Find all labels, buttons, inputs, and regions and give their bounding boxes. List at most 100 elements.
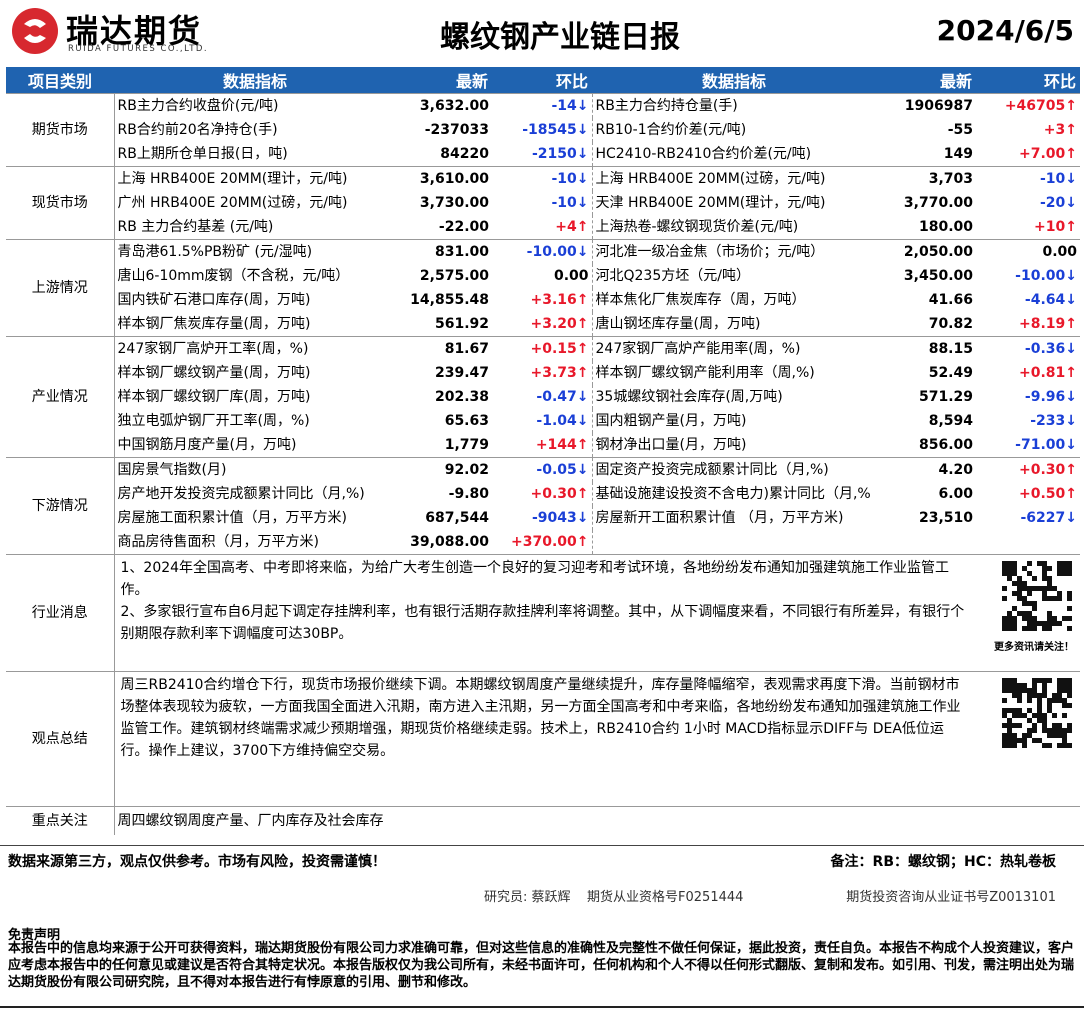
category: 行业消息 — [6, 554, 115, 672]
latest-value: 23,510 — [918, 510, 973, 526]
indicator: 唐山6-10mm废钢（不含税，元/吨） — [117, 268, 350, 284]
change-value: -233↓ — [1030, 413, 1077, 429]
change-value: -2150↓ — [492, 142, 593, 167]
qr-caption: 更多资讯请关注！ — [994, 642, 1074, 653]
change-value: +3.20↑ — [492, 312, 593, 337]
latest-value: 2,050.00 — [876, 239, 976, 264]
indicator: 唐山钢坯库存量(周，万吨) — [595, 316, 761, 332]
data-row: 唐山6-10mm废钢（不含税，元/吨） 2,575.00 0.00 河北Q235方坯（… — [6, 264, 1080, 288]
latest-value: 52.49 — [928, 365, 973, 381]
risk-note: 数据来源第三方，观点仅供参考。市场有风险，投资需谨慎！ — [8, 854, 386, 870]
data-row: 上游情况 青岛港61.5%PB粉矿 (元/湿吨) 831.00 -10.00↓ 河北准一… — [6, 239, 1080, 337]
change-value: +0.81↑ — [1018, 365, 1077, 381]
change-value: -0.05↓ — [492, 457, 593, 482]
data-row: 期货市场 RB主力合约收盘价(元/吨) 3,632.00 -14↓ RB主力合约持仓量(… — [6, 93, 1080, 167]
latest-value: 88.15 — [876, 336, 976, 361]
indicator: 国内粗钢产量(月，万吨) — [595, 413, 747, 429]
change-value: +7.00↑ — [1018, 146, 1077, 162]
data-row: 独立电弧炉钢厂开工率(周，%) 65.63 -1.04↓ 国内粗钢产量(月，万吨) 8,… — [6, 409, 1080, 433]
latest-value: 65.63 — [444, 413, 489, 429]
latest-value: 831.00 — [396, 239, 492, 264]
change-value: 0.00 — [492, 264, 593, 288]
latest-value: 687,544 — [425, 510, 489, 526]
data-row: RB 主力合约基差 (元/吨) -22.00 +4↑ 上海热卷-螺纹钢现货价差(元/吨… — [6, 215, 1080, 240]
latest-value: -55 — [947, 122, 973, 138]
data-table: 项目类别 数据指标 最新 环比 数据指标 最新 环比 期货市场 RB主力合约收盘价(元/吨) 3… — [6, 67, 1080, 835]
change-value: -10↓ — [492, 191, 593, 215]
indicator: RB主力合约持仓量(手) — [592, 93, 876, 118]
column-header: 数据指标 — [114, 67, 396, 94]
latest-value: 84220 — [440, 146, 489, 162]
indicator: 房产地开发投资完成额累计同比（月,%) — [117, 486, 365, 502]
change-value: -9.96↓ — [1024, 389, 1077, 405]
latest-value: 6.00 — [938, 486, 973, 502]
indicator: 独立电弧炉钢厂开工率(周，%) — [117, 413, 310, 429]
indicator: 广州 HRB400E 20MM(过磅，元/吨) — [117, 195, 348, 211]
change-value: -71.00↓ — [1015, 437, 1077, 453]
latest-value: 8,594 — [928, 413, 973, 429]
change-value: -0.36↓ — [976, 336, 1080, 361]
column-header: 数据指标 — [592, 67, 876, 94]
abbr-note: 备注：RB：螺纹钢；HC：热轧卷板 — [830, 854, 1056, 870]
category: 期货市场 — [6, 93, 115, 167]
focus-text: 周四螺纹钢周度产量、厂内库存及社会库存 — [114, 806, 1080, 835]
indicator: 样本钢厂螺纹钢产量(周，万吨) — [117, 365, 311, 381]
change-value: +46705↑ — [976, 93, 1080, 118]
divider — [0, 1006, 1084, 1008]
disclaimer-title: 免责声明 — [8, 928, 61, 943]
change-value: +4↑ — [492, 215, 593, 240]
latest-value: 39,088.00 — [410, 534, 489, 550]
change-value: +10↑ — [1034, 219, 1077, 235]
divider — [0, 845, 1084, 846]
latest-value: 3,730.00 — [419, 195, 489, 211]
change-value: +0.30↑ — [976, 457, 1080, 482]
category: 产业情况 — [6, 336, 115, 458]
latest-value: 561.92 — [434, 316, 489, 332]
indicator: 钢材净出口量(月，万吨) — [595, 437, 747, 453]
indicator: 样本钢厂焦炭库存量(周，万吨) — [117, 316, 311, 332]
indicator: HC2410-RB2410合约价差(元/吨) — [595, 146, 812, 162]
indicator: RB 主力合约基差 (元/吨) — [117, 219, 274, 235]
column-header: 最新 — [876, 67, 976, 94]
data-row: 现货市场 上海 HRB400E 20MM(理计，元/吨) 3,610.00 -10↓ 上… — [6, 166, 1080, 240]
data-row: 样本钢厂焦炭库存量(周，万吨) 561.92 +3.20↑ 唐山钢坯库存量(周，万吨)… — [6, 312, 1080, 337]
change-value: +3.16↑ — [492, 288, 593, 312]
latest-value: 856.00 — [918, 437, 973, 453]
latest-value: 202.38 — [434, 389, 489, 405]
indicator: 样本钢厂螺纹钢厂库(周，万吨) — [117, 389, 311, 405]
change-value: -18545↓ — [492, 118, 593, 142]
category: 观点总结 — [6, 671, 115, 807]
data-row: 下游情况 国房景气指数(月) 92.02 -0.05↓ 固定资产投资完成额累计同比（月,… — [6, 457, 1080, 555]
latest-value: 41.66 — [928, 292, 973, 308]
latest-value: 14,855.48 — [410, 292, 489, 308]
header-row: 项目类别 数据指标 最新 环比 数据指标 最新 环比 — [6, 67, 1080, 94]
news-paragraph: 2、多家银行宣布自6月起下调定存挂牌利率，也有银行活期存款挂牌利率将调整。其中，… — [120, 604, 965, 642]
qr-code — [1002, 678, 1072, 748]
latest-value: 3,632.00 — [396, 93, 492, 118]
category: 上游情况 — [6, 239, 115, 337]
change-value: +0.15↑ — [492, 336, 593, 361]
indicator: 上海 HRB400E 20MM(理计，元/吨) — [114, 166, 396, 191]
change-value: +3↑ — [1043, 122, 1077, 138]
latest-value: -9.80 — [448, 486, 489, 502]
indicator: 样本焦化厂焦炭库存（周，万吨） — [595, 292, 806, 308]
data-row: 国内铁矿石港口库存(周，万吨) 14,855.48 +3.16↑ 样本焦化厂焦炭库存（… — [6, 288, 1080, 312]
category: 下游情况 — [6, 457, 115, 555]
data-row: 产业情况 247家钢厂高炉开工率(周，%) 81.67 +0.15↑ 247家钢厂高炉产… — [6, 336, 1080, 458]
company-name: 瑞达期货 — [66, 12, 203, 50]
indicator: 河北Q235方坯（元/吨） — [595, 268, 750, 284]
indicator: 河北准一级冶金焦（市场价；元/吨） — [592, 239, 876, 264]
data-row: 房屋施工面积累计值（月，万平方米) 687,544 -9043↓ 房屋新开工面积累计值… — [6, 506, 1080, 530]
column-header: 最新 — [396, 67, 492, 94]
change-value: +0.30↑ — [492, 482, 593, 506]
data-row: RB上期所仓单日报(日，吨) 84220 -2150↓ HC2410-RB2410合约… — [6, 142, 1080, 167]
change-value: +8.19↑ — [1018, 316, 1077, 332]
column-header: 项目类别 — [6, 67, 114, 94]
empty-cell — [976, 530, 1080, 555]
change-value: +370.00↑ — [492, 530, 593, 555]
change-value: -0.47↓ — [492, 385, 593, 409]
change-value: 0.00 — [976, 239, 1080, 264]
indicator: 上海热卷-螺纹钢现货价差(元/吨) — [595, 219, 799, 235]
indicator: 商品房待售面积（月，万平方米) — [117, 534, 319, 550]
data-row: 广州 HRB400E 20MM(过磅，元/吨) 3,730.00 -10↓ 天津 HR… — [6, 191, 1080, 215]
